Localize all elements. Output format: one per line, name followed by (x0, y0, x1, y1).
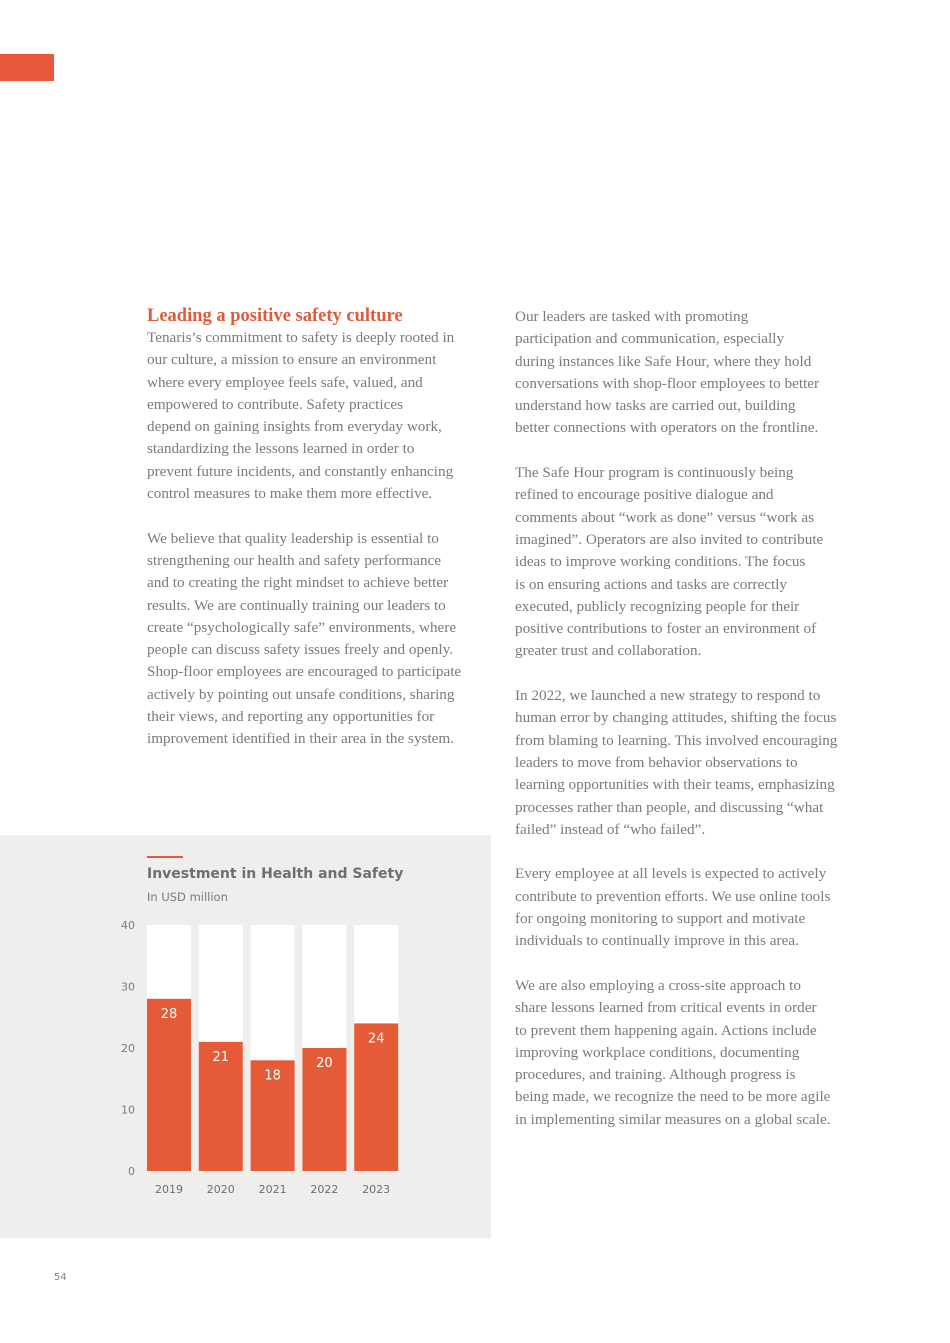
x-tick-label: 2021 (259, 1183, 287, 1196)
text-line: In 2022, we launched a new strategy to r… (515, 687, 821, 705)
chart-panel (0, 835, 491, 1238)
text-line: standardizing the lessons learned in ord… (147, 440, 415, 458)
section-tab-marker (0, 54, 54, 81)
y-tick-label: 20 (121, 1042, 135, 1055)
bar (302, 1048, 347, 1171)
text-line: imagined”. Operators are also invited to… (515, 530, 824, 548)
text-line: leaders to move from behavior observatio… (515, 753, 798, 771)
chart-subtitle: In USD million (147, 890, 228, 904)
text-line: empowered to contribute. Safety practice… (147, 395, 403, 413)
text-line: where every employee feels safe, valued,… (147, 373, 423, 391)
text-line: Tenaris’s commitment to safety is deeply… (147, 329, 455, 346)
bar (198, 1041, 243, 1171)
text-line: actively by pointing out unsafe conditio… (147, 685, 455, 703)
text-line: We are also employing a cross-site appro… (515, 976, 801, 994)
bar (147, 998, 191, 1171)
text-line: improvement identified in their area in … (147, 730, 455, 748)
text-line: Every employee at all levels is expected… (515, 865, 827, 883)
paragraph: In 2022, we launched a new strategy to r… (515, 685, 865, 841)
text-line: The Safe Hour program is continuously be… (515, 464, 794, 482)
text-line: processes rather than people, and discus… (515, 798, 824, 816)
text-line: our culture, a mission to ensure an envi… (147, 351, 437, 369)
text-line: better connections with operators on the… (515, 419, 819, 437)
text-line: positive contributions to foster an envi… (515, 620, 817, 638)
page-number: 54 (54, 1272, 67, 1283)
left-column: Leading a positive safety culture Tenari… (147, 305, 497, 773)
y-tick-label: 30 (121, 981, 135, 994)
chart-title: Investment in Health and Safety (147, 866, 404, 882)
text-line: learning opportunities with their teams,… (515, 776, 835, 794)
data-label: 28 (161, 1007, 178, 1022)
data-label: 18 (264, 1068, 281, 1083)
paragraph: Every employee at all levels is expected… (515, 863, 865, 952)
bar (250, 1060, 295, 1171)
text-line: being made, we recognize the need to be … (515, 1088, 831, 1106)
text-line: contribute to prevention efforts. We use… (515, 887, 831, 905)
text-line: from blaming to learning. This involved … (515, 731, 838, 749)
text-line: comments about “work as done” versus “wo… (515, 508, 815, 526)
text-line: for ongoing monitoring to support and mo… (515, 910, 806, 928)
y-tick-label: 40 (121, 919, 135, 932)
text-line: results. We are continually training our… (147, 596, 446, 614)
x-tick-label: 2020 (207, 1183, 235, 1196)
text-line: Our leaders are tasked with promoting (515, 308, 749, 325)
paragraph: The Safe Hour program is continuously be… (515, 462, 865, 663)
y-tick-label: 0 (128, 1165, 135, 1178)
paragraph: Tenaris’s commitment to safety is deeply… (147, 327, 497, 505)
text-line: to prevent them happening again. Actions… (515, 1021, 817, 1039)
text-line: strengthening our health and safety perf… (147, 551, 441, 569)
text-line: share lessons learned from critical even… (515, 999, 817, 1017)
text-line: understand how tasks are carried out, bu… (515, 397, 796, 415)
text-line: is on ensuring actions and tasks are cor… (515, 575, 788, 593)
data-label: 20 (316, 1056, 333, 1071)
right-column: Our leaders are tasked with promoting par… (515, 306, 865, 1153)
text-line: human error by changing attitudes, shift… (515, 709, 837, 727)
text-line: and to creating the right mindset to ach… (147, 574, 449, 592)
text-line: failed” instead of “who failed”. (515, 820, 706, 838)
text-line: during instances like Safe Hour, where t… (515, 352, 812, 370)
x-tick-label: 2023 (362, 1183, 390, 1196)
text-line: control measures to make them more effec… (147, 485, 433, 503)
text-line: ideas to improve working conditions. The… (515, 553, 806, 571)
text-line: We believe that quality leadership is es… (147, 529, 439, 547)
data-label: 21 (213, 1050, 230, 1065)
y-tick-label: 10 (121, 1104, 135, 1117)
text-line: conversations with shop-floor employees … (515, 374, 820, 392)
paragraph: We believe that quality leadership is es… (147, 528, 497, 751)
text-line: executed, publicly recognizing people fo… (515, 597, 800, 615)
text-line: procedures, and training. Although progr… (515, 1066, 796, 1084)
text-line: people can discuss safety issues freely … (147, 641, 454, 659)
paragraph: We are also employing a cross-site appro… (515, 975, 865, 1131)
text-line: greater trust and collaboration. (515, 642, 702, 660)
x-tick-label: 2019 (155, 1183, 183, 1196)
text-line: in implementing similar measures on a gl… (515, 1110, 831, 1128)
text-line: depend on gaining insights from everyday… (147, 418, 442, 436)
text-line: Shop-floor employees are encouraged to p… (147, 663, 462, 681)
chart-accent-line (147, 856, 183, 858)
data-label: 24 (368, 1031, 385, 1046)
section-heading: Leading a positive safety culture (147, 306, 403, 326)
text-line: refined to encourage positive dialogue a… (515, 486, 774, 504)
x-tick-label: 2022 (310, 1183, 338, 1196)
text-line: participation and communication, especia… (515, 330, 785, 348)
paragraph: Our leaders are tasked with promoting par… (515, 306, 865, 440)
bar (354, 1023, 399, 1171)
text-line: prevent future incidents, and constantly… (147, 462, 454, 480)
text-line: their views, and reporting any opportuni… (147, 708, 435, 726)
text-line: individuals to continually improve in th… (515, 932, 799, 950)
text-line: improving workplace conditions, document… (515, 1043, 800, 1061)
bar-chart: 0 10 20 30 40 28 2019 21 2020 18 2021 20 2022 24 2023 (121, 919, 399, 1196)
text-line: create “psychologically safe” environmen… (147, 618, 457, 636)
